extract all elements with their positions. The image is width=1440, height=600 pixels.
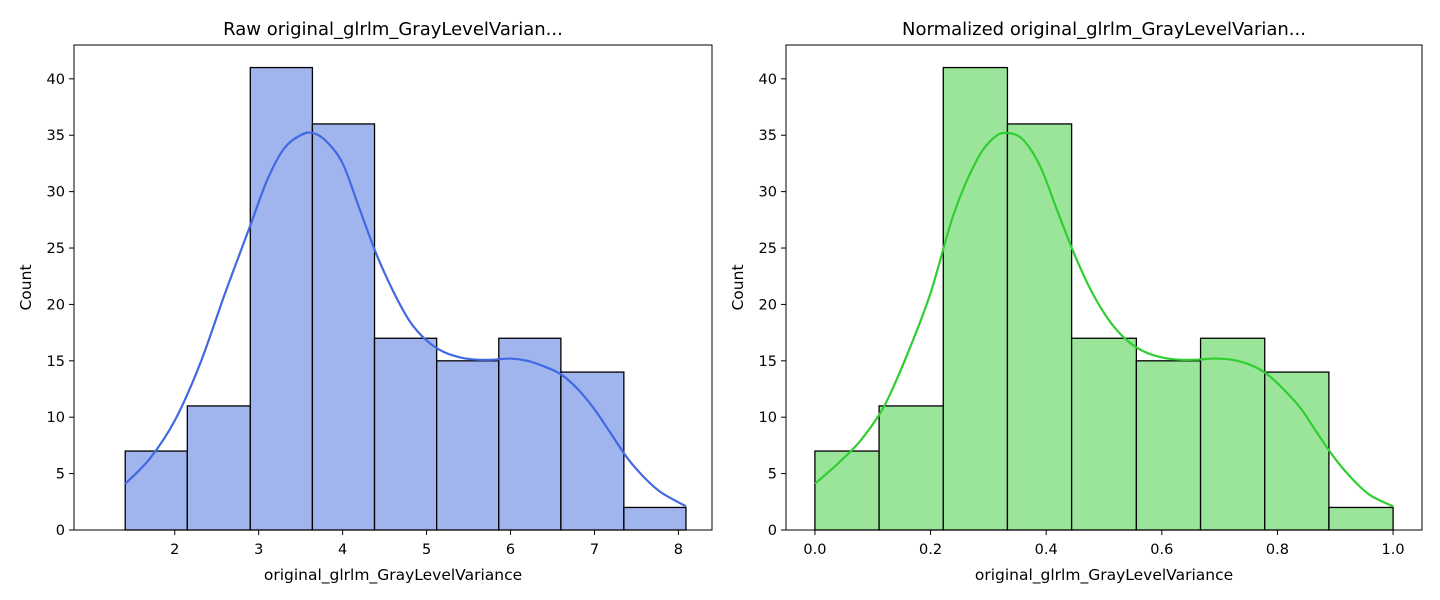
x-tick-label: 1.0: [1382, 542, 1405, 558]
y-tick-label: 5: [56, 467, 65, 483]
histogram-bar: [436, 360, 500, 531]
histogram-bar: [878, 405, 944, 531]
histogram-bar: [186, 405, 251, 531]
histogram-bar: [373, 337, 438, 531]
y-tick-label: 20: [47, 297, 65, 313]
y-axis-label: Count: [729, 264, 747, 310]
y-tick-label: 0: [56, 523, 65, 539]
y-tick-label: 20: [759, 297, 777, 313]
histogram-bar: [1070, 337, 1138, 531]
histogram-bar: [124, 450, 188, 531]
x-tick-label: 2: [170, 542, 179, 558]
x-axis-label: original_glrlm_GrayLevelVariance: [264, 566, 522, 585]
y-tick-label: 40: [759, 72, 777, 88]
histogram-bar: [1006, 123, 1073, 531]
x-tick-label: 4: [338, 542, 347, 558]
y-tick-label: 15: [759, 354, 777, 370]
x-tick-label: 3: [254, 542, 263, 558]
chart-title: Normalized original_glrlm_GrayLevelVaria…: [902, 19, 1306, 40]
y-tick-label: 0: [768, 523, 777, 539]
x-tick-label: 0.0: [803, 542, 826, 558]
histogram-bar: [249, 66, 314, 531]
x-tick-label: 5: [422, 542, 431, 558]
histogram-bar: [311, 123, 376, 531]
x-tick-label: 0.4: [1035, 542, 1058, 558]
x-tick-label: 0.2: [919, 542, 942, 558]
histogram-bar: [1264, 371, 1330, 531]
y-axis: 0 5 10 15 20 25 30 35 40: [759, 72, 786, 539]
y-tick-label: 25: [47, 241, 65, 257]
y-tick-label: 10: [759, 410, 777, 426]
kde-line: [124, 131, 687, 508]
x-tick-label: 0.6: [1150, 542, 1173, 558]
x-tick-label: 7: [590, 542, 599, 558]
y-tick-label: 15: [47, 354, 65, 370]
chart-title: Raw original_glrlm_GrayLevelVarian...: [223, 19, 563, 40]
plot-frame: [785, 44, 1423, 531]
y-tick-label: 40: [47, 72, 65, 88]
histogram-bar: [814, 450, 880, 531]
kde-line: [814, 131, 1394, 508]
y-tick-label: 30: [759, 185, 777, 201]
histogram-bar: [942, 66, 1009, 531]
y-tick-label: 35: [47, 128, 65, 144]
chart-panel-1: 2 3 4 5 6 7 8 0 5 10 15 20 25 30 35 40 Raw original_glrl…: [17, 19, 713, 585]
histogram-bar: [1135, 360, 1202, 531]
x-tick-label: 0.8: [1266, 542, 1289, 558]
y-tick-label: 5: [768, 467, 777, 483]
x-tick-label: 8: [674, 542, 683, 558]
chart-panel-2: 0.0 0.2 0.4 0.6 0.8 1.0 0 5 10 15 20 25 30 35 40 Normal…: [729, 19, 1423, 585]
x-axis: 2 3 4 5 6 7 8: [170, 530, 683, 558]
y-tick-label: 10: [47, 410, 65, 426]
plot-frame: [73, 44, 713, 531]
x-axis-label: original_glrlm_GrayLevelVariance: [975, 566, 1233, 585]
y-tick-label: 30: [47, 185, 65, 201]
y-tick-label: 25: [759, 241, 777, 257]
histogram-bars: [814, 66, 1394, 531]
x-tick-label: 6: [506, 542, 515, 558]
y-tick-label: 35: [759, 128, 777, 144]
histogram-bar: [1328, 506, 1394, 531]
x-axis: 0.0 0.2 0.4 0.6 0.8 1.0: [803, 530, 1405, 558]
histogram-bar: [498, 337, 562, 531]
histogram-bars: [124, 66, 687, 531]
histogram-bar: [560, 371, 625, 531]
histogram-bar: [623, 506, 687, 531]
y-axis-label: Count: [17, 264, 35, 310]
y-axis: 0 5 10 15 20 25 30 35 40: [47, 72, 74, 539]
